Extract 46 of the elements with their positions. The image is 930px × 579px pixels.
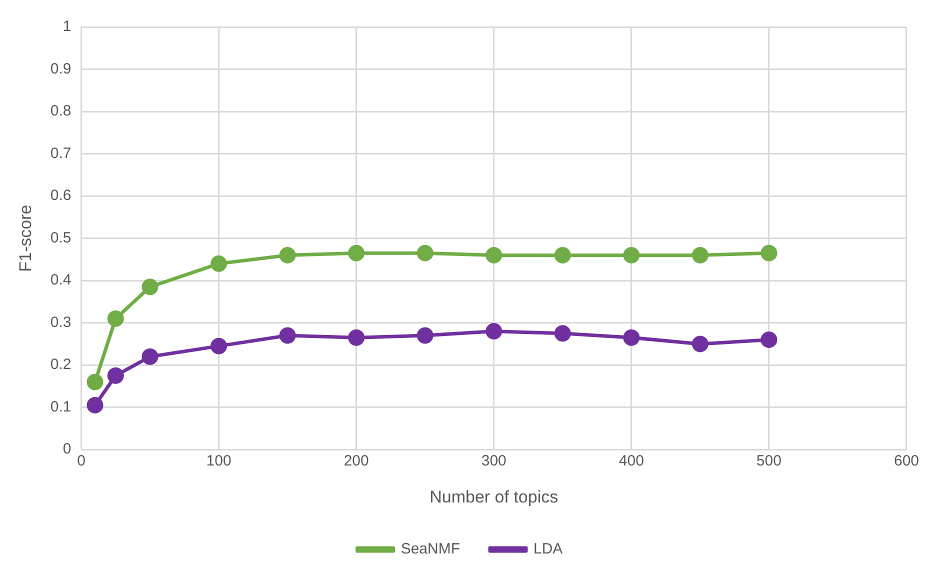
- legend-label: LDA: [534, 540, 563, 558]
- point: [760, 331, 778, 348]
- point: [416, 244, 434, 262]
- y-tick-label: 0.2: [50, 356, 72, 374]
- point: [692, 336, 708, 352]
- point: [554, 325, 571, 342]
- point: [86, 374, 104, 390]
- point: [348, 244, 365, 262]
- point: [554, 246, 571, 264]
- x-tick-label: 600: [894, 452, 919, 470]
- y-tick-label: 0.4: [50, 272, 72, 289]
- point: [279, 327, 296, 344]
- point: [760, 244, 778, 262]
- point: [142, 278, 158, 296]
- y-axis-title: F1-score: [16, 204, 35, 272]
- point: [86, 396, 104, 414]
- x-tick-label: 100: [206, 452, 232, 470]
- point: [142, 348, 158, 365]
- point: [486, 246, 502, 264]
- y-tick-label: 0.9: [50, 60, 72, 78]
- point: [692, 246, 708, 264]
- point: [416, 327, 434, 344]
- y-tick-label: 0.1: [50, 398, 72, 416]
- y-tick-label: 0: [62, 440, 72, 458]
- x-tick-label: 0: [77, 452, 86, 470]
- point: [348, 329, 365, 346]
- point: [486, 323, 502, 340]
- point: [623, 329, 640, 346]
- point: [107, 367, 124, 384]
- x-tick-label: 400: [618, 452, 644, 470]
- point: [210, 338, 228, 354]
- y-tick-label: 1: [62, 18, 72, 36]
- point: [107, 310, 124, 327]
- x-axis-title: Number of topics: [430, 487, 558, 506]
- point: [279, 246, 296, 264]
- y-tick-label: 0.8: [50, 102, 72, 120]
- point: [210, 255, 228, 272]
- x-tick-label: 200: [344, 452, 369, 470]
- y-tick-label: 0.3: [50, 314, 72, 331]
- legend-label: SeaNMF: [400, 540, 460, 558]
- point: [623, 246, 640, 264]
- y-tick-label: 0.6: [50, 187, 72, 204]
- y-tick-label: 0.5: [50, 229, 72, 246]
- y-tick-label: 0.7: [50, 144, 72, 162]
- x-tick-label: 500: [756, 452, 782, 470]
- x-tick-label: 300: [481, 452, 506, 470]
